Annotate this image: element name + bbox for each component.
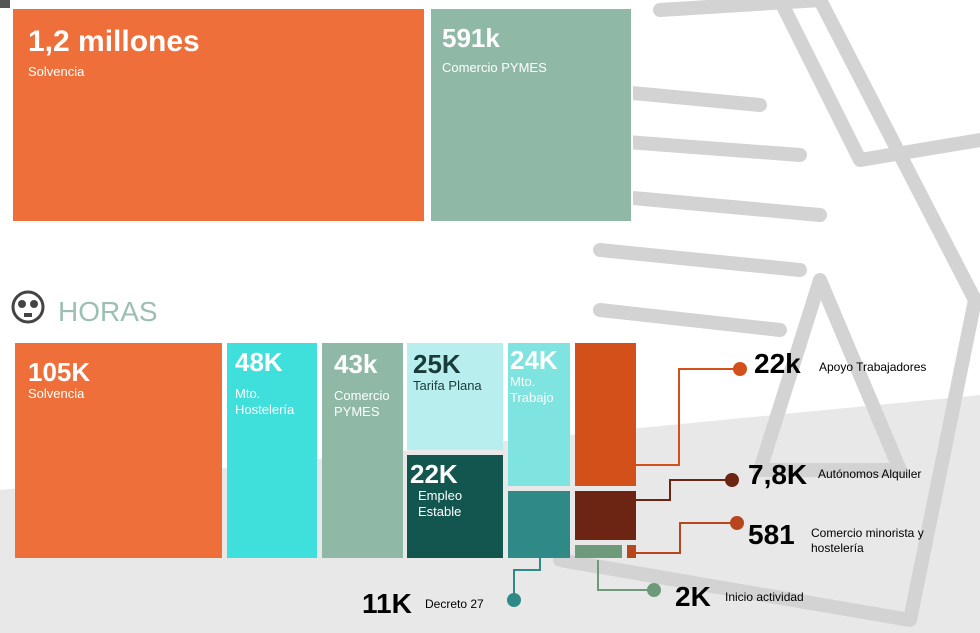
icon	[0, 0, 10, 8]
callout-value: 2K	[675, 581, 711, 612]
hours-icon	[11, 290, 45, 324]
callout-label: Autónomos Alquiler	[818, 467, 922, 481]
callout-lines	[513, 368, 738, 600]
callout-label: Apoyo Trabajadores	[819, 360, 927, 374]
tile-value: 22K	[410, 459, 458, 489]
tiles	[11, 7, 636, 558]
callout-value: 22k	[754, 348, 801, 379]
tile-value: 43k	[334, 349, 378, 379]
tile-label: Solvencia	[28, 386, 85, 401]
callout-value: 581	[748, 519, 795, 550]
tile-label: Empleo Estable	[418, 488, 463, 519]
tile-value: 591k	[442, 23, 500, 53]
tile-label: Tarifa Plana	[413, 378, 482, 393]
tile-value: 24K	[510, 345, 558, 375]
tile-value: 25K	[413, 349, 461, 379]
section-title: HORAS	[58, 296, 158, 327]
tile-label: Mto. Hostelería	[235, 386, 295, 417]
callout-label: Inicio actividad	[725, 590, 804, 604]
tile-value: 48K	[235, 347, 283, 377]
callout-value: 7,8K	[748, 459, 808, 490]
callout-label: Comercio minorista y hostelería	[811, 526, 924, 555]
tile-label: Mto. Trabajo	[510, 374, 554, 405]
tile-label: Solvencia	[28, 64, 85, 79]
tile-label: Comercio PYMES	[334, 388, 390, 419]
callout-value: 11K	[362, 588, 412, 619]
tile-value: 1,2 millones	[28, 25, 200, 58]
tile-value: 105K	[28, 357, 91, 387]
callout-label: Decreto 27	[425, 597, 484, 611]
tile-label: Comercio PYMES	[442, 60, 547, 75]
